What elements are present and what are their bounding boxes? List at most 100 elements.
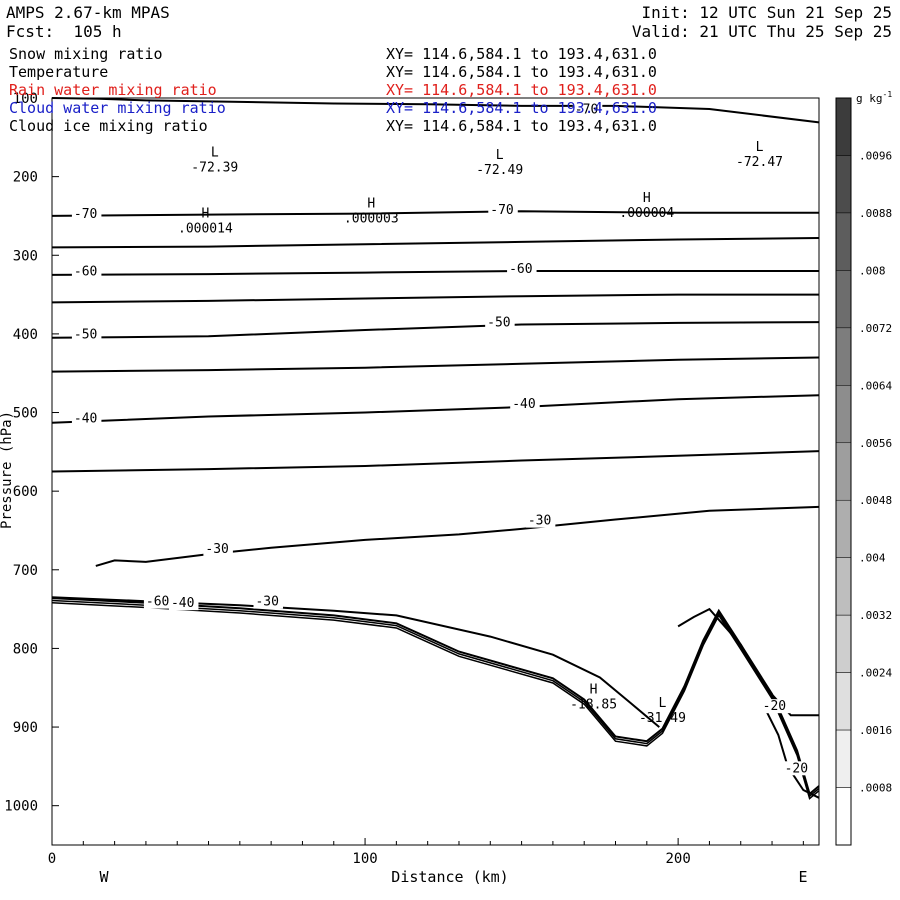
extremum-value: -18.85 <box>570 697 617 712</box>
isotherm-line-7 <box>51 394 820 424</box>
y-tick-label: 200 <box>13 170 38 186</box>
extremum-value: -72.47 <box>736 155 783 170</box>
contour-label: -30 <box>255 595 278 610</box>
contour-label-bg <box>168 596 199 611</box>
colorbar-tick-label: .0008 <box>859 782 892 795</box>
colorbar-segment <box>835 385 852 444</box>
y-tick-label: 700 <box>13 563 38 579</box>
isotherm-line-8 <box>51 450 820 473</box>
y-tick-label: 300 <box>13 248 38 264</box>
contour-label-bg <box>71 206 102 221</box>
y-tick-label: 100 <box>13 91 38 107</box>
contour-label: -30 <box>528 514 551 529</box>
isotherm-line-6 <box>51 356 820 373</box>
contour-label: -20 <box>785 761 808 776</box>
isotherm-line-10 <box>51 596 660 728</box>
y-tick-label: 800 <box>13 641 38 657</box>
contour-label-bg <box>203 541 233 556</box>
contour-label-bg <box>572 102 603 117</box>
isotherm-line-12 <box>761 703 820 799</box>
colorbar-segment <box>835 614 852 673</box>
contour-label: -40 <box>74 411 97 426</box>
contour-label: -70 <box>575 102 598 117</box>
colorbar-frame <box>835 97 852 846</box>
contour-label-bg <box>71 327 102 342</box>
colorbar-unit: g kg-1 <box>856 90 892 105</box>
init-time: Init: 12 UTC Sun 21 Sep 25 <box>641 3 892 22</box>
x-tick-label: 0 <box>48 851 56 867</box>
contour-label-bg <box>507 261 537 276</box>
contour-label: -70 <box>74 207 97 222</box>
colorbar-tick-label: .0096 <box>859 149 892 162</box>
extremum-value: -31.49 <box>639 711 686 726</box>
colorbar-segment <box>835 327 852 386</box>
contour-label-bg <box>71 264 102 279</box>
extremum-type: L <box>211 145 219 160</box>
contour-label: -20 <box>763 699 786 714</box>
y-tick-label: 900 <box>13 720 38 736</box>
y-tick-label: 500 <box>13 406 38 422</box>
colorbar-segment <box>835 155 852 214</box>
isotherm-line-5 <box>51 321 820 339</box>
surface-contour-1 <box>51 599 820 798</box>
extremum-type: H <box>590 682 598 697</box>
contour-label-bg <box>253 594 283 609</box>
contour-label: -30 <box>205 542 228 557</box>
colorbar-segment <box>835 270 852 329</box>
colorbar-tick-label: .0048 <box>859 494 892 507</box>
contour-label: -40 <box>512 397 535 412</box>
contour-label: -50 <box>74 327 97 342</box>
isotherm-line-2 <box>51 237 820 249</box>
contour-label-bg <box>525 513 556 528</box>
legend-name-rain: Rain water mixing ratio <box>9 81 217 99</box>
colorbar-segment <box>835 212 852 271</box>
contour-label-bg <box>782 761 813 776</box>
extremum-type: H <box>367 197 375 212</box>
x-axis-title: Distance (km) <box>391 868 508 886</box>
y-tick-label: 400 <box>13 327 38 343</box>
legend-xy-temperature: XY= 114.6,584.1 to 193.4,631.0 <box>386 63 657 81</box>
extremum-type: H <box>643 191 651 206</box>
contour-label: -40 <box>171 596 194 611</box>
colorbar-segment <box>835 97 852 156</box>
contour-label: -60 <box>509 262 532 277</box>
colorbar-tick-label: .0032 <box>859 609 892 622</box>
x-axis-west-label: W <box>99 868 109 886</box>
legend-name-cloud-water: Cloud water mixing ratio <box>9 99 226 117</box>
contour-label-bg <box>510 397 540 412</box>
colorbar-tick-label: .0024 <box>859 667 892 680</box>
y-tick-label: 1000 <box>4 799 38 815</box>
x-tick-label: 100 <box>352 851 377 867</box>
surface-contour-0 <box>51 597 820 796</box>
x-axis-east-label: E <box>798 868 807 886</box>
contour-label-bg <box>143 594 174 609</box>
contour-label: -70 <box>490 203 513 218</box>
legend-xy-rain: XY= 114.6,584.1 to 193.4,631.0 <box>386 81 657 99</box>
plot-frame <box>51 97 820 846</box>
contour-label: -60 <box>146 595 169 610</box>
legend-name-cloud-ice: Cloud ice mixing ratio <box>9 117 208 135</box>
isotherm-line-1 <box>51 210 819 217</box>
extremum-value: -72.39 <box>191 160 238 175</box>
colorbar-tick-label: .0064 <box>859 379 892 392</box>
contour-label: -60 <box>74 264 97 279</box>
colorbar-segment <box>835 787 852 846</box>
valid-time: Valid: 21 UTC Thu 25 Sep 25 <box>631 22 892 41</box>
colorbar-segment <box>835 499 852 558</box>
legend-xy-cloud-water: XY= 114.6,584.1 to 193.4,631.0 <box>386 99 657 117</box>
contour-label-bg <box>760 699 791 714</box>
legend-xy-cloud-ice: XY= 114.6,584.1 to 193.4,631.0 <box>386 117 657 135</box>
isotherm-line-0 <box>51 97 820 124</box>
extremum-type: L <box>659 696 667 711</box>
isotherm-line-9 <box>95 505 820 567</box>
colorbar-tick-label: .004 <box>859 552 886 565</box>
colorbar-segment <box>835 729 852 788</box>
colorbar-segment <box>835 442 852 501</box>
model-title: AMPS 2.67-km MPAS <box>6 3 170 22</box>
y-axis-title: Pressure (hPa) <box>0 411 15 529</box>
y-tick-label: 600 <box>13 484 38 500</box>
extremum-type: L <box>496 148 504 163</box>
colorbar-tick-label: .0056 <box>859 437 892 450</box>
extremum-value: .000003 <box>344 212 399 227</box>
